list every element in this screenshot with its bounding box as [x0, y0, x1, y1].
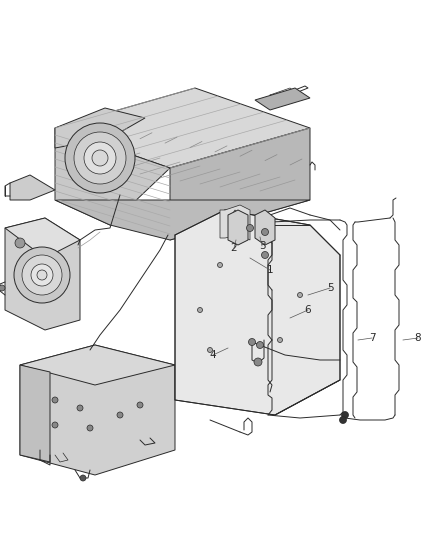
Circle shape [208, 348, 212, 352]
Polygon shape [20, 365, 50, 462]
Circle shape [22, 255, 62, 295]
Circle shape [117, 412, 123, 418]
Circle shape [198, 308, 202, 312]
Circle shape [339, 416, 346, 424]
Text: 4: 4 [210, 350, 216, 360]
Circle shape [342, 411, 349, 418]
Polygon shape [228, 210, 248, 245]
Text: 5: 5 [327, 283, 333, 293]
Polygon shape [220, 205, 250, 240]
Polygon shape [255, 210, 275, 245]
Circle shape [257, 342, 264, 349]
Polygon shape [55, 88, 310, 168]
Circle shape [87, 425, 93, 431]
Circle shape [80, 475, 86, 481]
Polygon shape [5, 218, 80, 330]
Circle shape [261, 252, 268, 259]
Circle shape [14, 247, 70, 303]
Circle shape [84, 142, 116, 174]
Polygon shape [20, 345, 175, 475]
Polygon shape [20, 345, 175, 385]
Circle shape [261, 229, 268, 236]
Circle shape [15, 238, 25, 248]
Text: 2: 2 [231, 243, 237, 253]
Circle shape [0, 285, 5, 291]
Circle shape [52, 397, 58, 403]
Circle shape [278, 337, 283, 343]
Text: 7: 7 [369, 333, 375, 343]
Text: 3: 3 [259, 241, 265, 251]
Circle shape [52, 422, 58, 428]
Circle shape [297, 293, 303, 297]
Circle shape [37, 270, 47, 280]
Text: 8: 8 [415, 333, 421, 343]
Polygon shape [5, 218, 80, 258]
Polygon shape [175, 210, 340, 415]
Circle shape [218, 262, 223, 268]
Circle shape [137, 402, 143, 408]
Polygon shape [170, 128, 310, 240]
Text: 6: 6 [305, 305, 311, 315]
Circle shape [247, 224, 254, 231]
Circle shape [92, 150, 108, 166]
Circle shape [248, 338, 255, 345]
Text: 1: 1 [267, 265, 273, 275]
Circle shape [65, 123, 135, 193]
Polygon shape [55, 200, 310, 240]
Polygon shape [255, 88, 310, 110]
Polygon shape [55, 128, 170, 225]
Polygon shape [10, 175, 55, 200]
Circle shape [74, 132, 126, 184]
Polygon shape [55, 108, 145, 148]
Circle shape [254, 358, 262, 366]
Circle shape [77, 405, 83, 411]
Circle shape [31, 264, 53, 286]
